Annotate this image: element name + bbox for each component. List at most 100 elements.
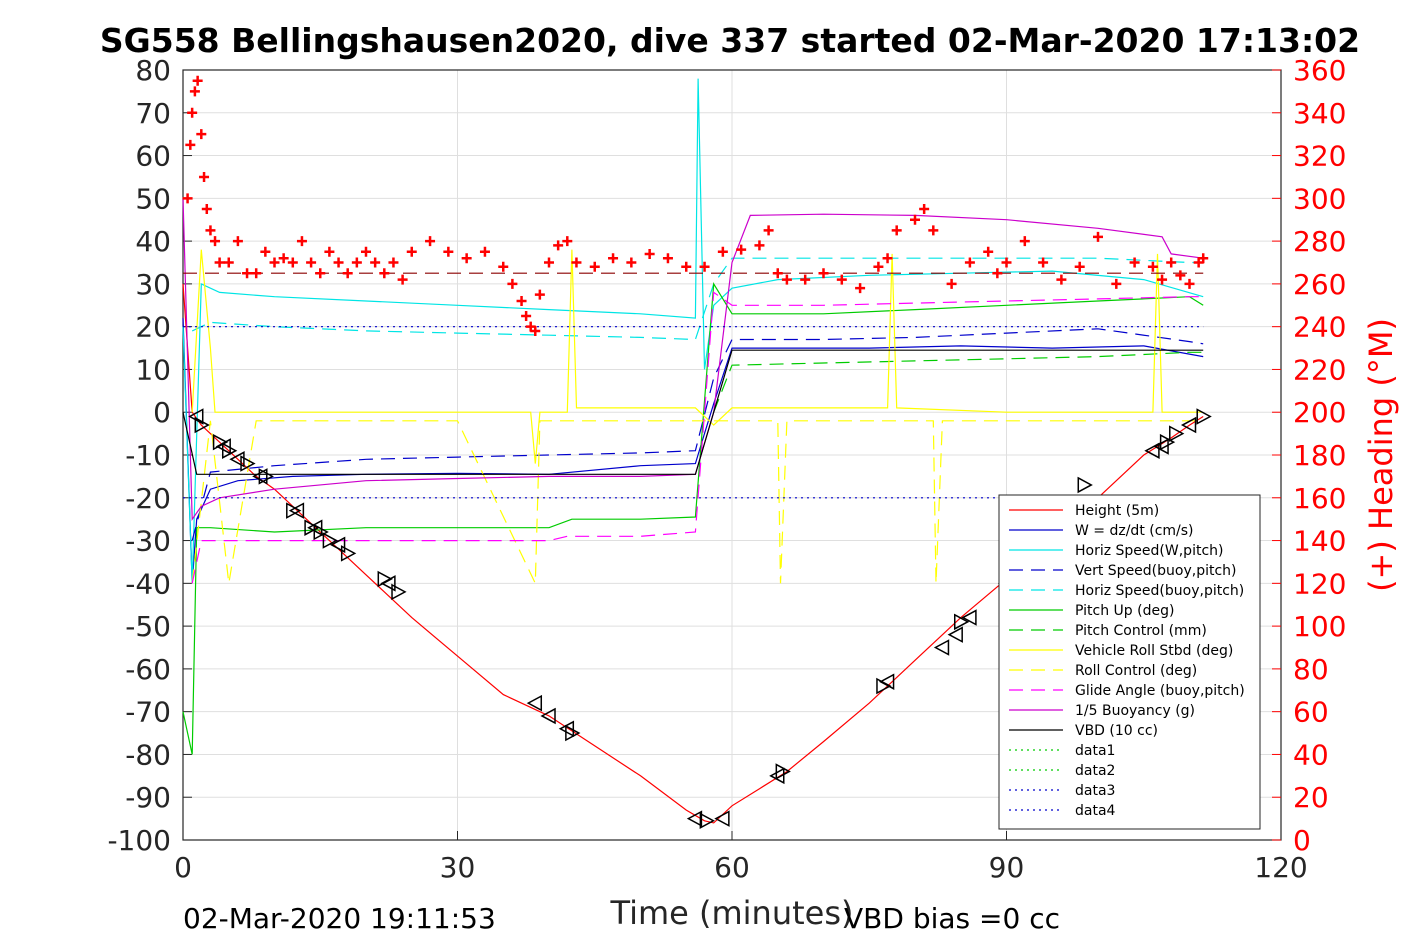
heading-point (201, 204, 212, 215)
right-triangle-marker (340, 545, 357, 562)
heading-point (544, 257, 554, 268)
y-right-tick-label: 300 (1293, 182, 1346, 215)
series-line (182, 282, 1204, 755)
heading-point (717, 246, 728, 257)
heading-point (919, 204, 930, 215)
heading-point (754, 240, 765, 251)
y-left-tick-label: -80 (125, 738, 171, 771)
heading-point (443, 246, 454, 257)
x-tick-label: 60 (714, 851, 750, 884)
axis-ticks: 0 30 60 90 12080706050403020100-10-20-30-40-… (107, 54, 1346, 884)
heading-point (425, 236, 436, 247)
heading-point (1129, 257, 1140, 268)
series-line (191, 328, 1204, 541)
y-left-tick-label: -100 (107, 824, 171, 857)
y-right-tick-label: 80 (1293, 653, 1329, 686)
series-line (182, 318, 1204, 584)
heading-point (199, 171, 210, 182)
heading-markers (182, 75, 1209, 336)
y-left-tick-label: 20 (135, 311, 171, 344)
series-line (191, 420, 1204, 584)
heading-point (507, 278, 518, 289)
heading-point (370, 257, 381, 268)
heading-point (185, 139, 196, 150)
left-triangle-marker (215, 438, 231, 455)
heading-point (205, 225, 216, 236)
heading-point (891, 225, 902, 236)
heading-point (562, 236, 573, 247)
heading-point (553, 240, 564, 251)
y-left-tick-label: -40 (125, 567, 171, 600)
y-right-tick-label: 100 (1293, 610, 1346, 643)
left-triangle-marker (252, 468, 268, 485)
heading-point (534, 289, 545, 300)
heading-point (530, 325, 541, 336)
heading-point (1157, 274, 1168, 285)
left-triangle-marker (307, 519, 323, 536)
heading-point (1038, 257, 1049, 268)
left-triangle-marker (686, 810, 703, 827)
legend-entry: Roll Control (deg) (1075, 663, 1197, 679)
heading-point (306, 257, 317, 268)
heading-point (379, 268, 390, 279)
legend-entry: Pitch Up (deg) (1075, 603, 1174, 619)
right-triangle-marker (313, 523, 329, 541)
heading-point (182, 193, 193, 204)
heading-point (946, 278, 957, 289)
legend-box (998, 494, 1261, 830)
series-lines (182, 78, 1204, 824)
left-triangle-marker (288, 502, 305, 519)
left-triangle-marker (947, 626, 963, 643)
heading-point (351, 257, 362, 268)
y-right-tick-label: 120 (1293, 567, 1346, 600)
left-triangle-marker (1144, 442, 1160, 459)
right-triangle-marker (240, 455, 256, 472)
y-left-tick-label: 80 (135, 54, 171, 87)
y-left-tick-label: 0 (153, 396, 171, 429)
heading-point (324, 246, 335, 257)
left-triangle-marker (769, 767, 785, 785)
heading-point (287, 257, 298, 268)
heading-point (461, 253, 472, 264)
heading-point (882, 253, 893, 264)
left-triangle-marker (933, 639, 950, 656)
left-triangle-marker (329, 536, 346, 554)
heading-point (571, 257, 582, 268)
legend-entry: Pitch Control (mm) (1075, 623, 1207, 639)
left-triangle-marker (526, 694, 543, 712)
y-right-tick-label: 200 (1293, 396, 1346, 429)
right-triangle-marker (258, 468, 274, 485)
heading-point (196, 129, 207, 140)
right-axis-label: (+) Heading (°M) (1362, 318, 1400, 592)
heading-point (269, 257, 280, 268)
heading-point (910, 214, 920, 225)
y-right-tick-label: 340 (1293, 97, 1346, 130)
legend-entry: data3 (1075, 783, 1115, 799)
heading-point (992, 268, 1003, 279)
y-left-tick-label: -60 (125, 653, 171, 686)
heading-point (251, 268, 262, 279)
heading-point (315, 268, 326, 279)
y-left-tick-label: -10 (125, 439, 171, 472)
y-left-tick-label: 50 (135, 182, 171, 215)
heading-point (1184, 278, 1195, 289)
y-right-tick-label: 220 (1293, 353, 1346, 386)
legend-entry: Horiz Speed(W,pitch) (1075, 543, 1223, 559)
series-line (713, 351, 1204, 413)
legend-entry: data2 (1075, 763, 1115, 779)
y-left-tick-label: 30 (135, 268, 171, 301)
heading-point (1198, 253, 1209, 264)
x-tick-label: 120 (1254, 851, 1307, 884)
left-triangle-marker (714, 810, 730, 827)
heading-point (1056, 274, 1067, 285)
heading-point (187, 107, 198, 118)
heading-point (223, 257, 234, 268)
heading-point (1019, 236, 1030, 247)
heading-point (836, 274, 847, 285)
left-triangle-marker (1180, 416, 1197, 434)
right-triangle-marker (1077, 476, 1093, 494)
heading-point (1111, 278, 1122, 289)
y-right-tick-label: 280 (1293, 225, 1346, 258)
y-right-tick-label: 240 (1293, 311, 1346, 344)
right-triangle-marker (699, 812, 715, 830)
